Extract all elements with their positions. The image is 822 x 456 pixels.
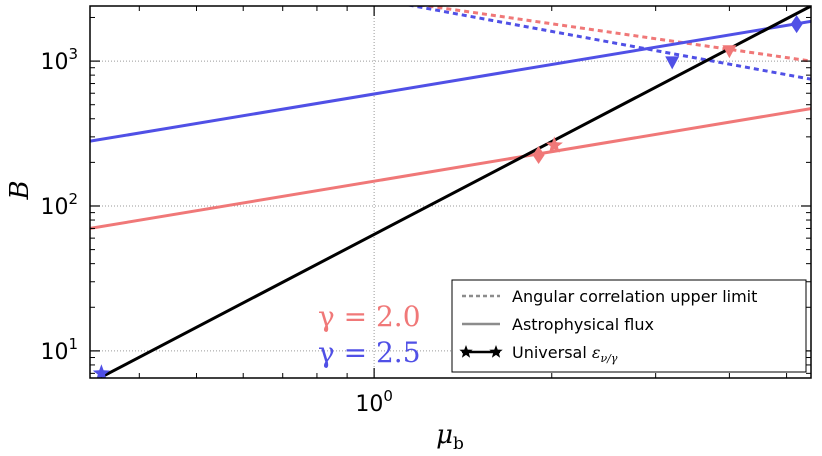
gamma-2-0-diamond-marker bbox=[532, 145, 545, 164]
legend-box bbox=[451, 279, 807, 373]
y-tick-label: 103 bbox=[40, 45, 78, 75]
tick-layer: 100 101 102 103 bbox=[40, 6, 811, 417]
gamma-2-5-triangle-marker bbox=[665, 56, 680, 70]
legend-label-astro: Astrophysical flux bbox=[512, 315, 654, 334]
y-tick-label: 102 bbox=[40, 190, 78, 220]
gamma-2-0-dashed-line bbox=[417, 6, 811, 63]
gamma-2-5-solid-line bbox=[90, 19, 811, 143]
gamma-2-0-star-marker bbox=[545, 136, 563, 153]
x-tick-label: 100 bbox=[355, 387, 393, 417]
legend-star-marker bbox=[459, 345, 473, 358]
y-tick-label: 101 bbox=[40, 335, 78, 365]
gamma-2-5-star-marker bbox=[92, 364, 110, 378]
series-layer bbox=[90, 6, 811, 378]
universal-solid-line bbox=[96, 6, 811, 378]
legend-label-angular: Angular correlation upper limit bbox=[512, 287, 757, 306]
gamma-2-0-solid-line bbox=[90, 107, 811, 230]
gamma-2-0-annotation: γ = 2.0 bbox=[318, 300, 421, 333]
grid-lines bbox=[90, 6, 811, 378]
marker-layer bbox=[92, 15, 803, 378]
legend-star-marker bbox=[489, 345, 503, 358]
plot-frame bbox=[89, 5, 812, 379]
x-axis-label: μb bbox=[436, 420, 464, 454]
gamma-2-5-diamond-marker bbox=[790, 15, 803, 34]
gamma-2-0-triangle-marker bbox=[722, 45, 737, 59]
legend: Angular correlation upper limit Astrophy… bbox=[451, 279, 807, 373]
gamma-2-5-annotation: γ = 2.5 bbox=[318, 336, 421, 369]
legend-label-universal: Universal εν/γ bbox=[512, 343, 618, 365]
y-axis-label: B bbox=[5, 180, 35, 200]
